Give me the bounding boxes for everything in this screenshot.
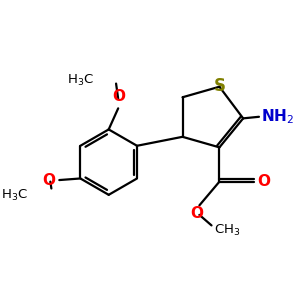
Text: CH$_3$: CH$_3$: [214, 223, 241, 238]
Text: O: O: [43, 173, 56, 188]
Text: S: S: [213, 77, 225, 95]
Text: H$_3$C: H$_3$C: [67, 74, 93, 88]
Text: O: O: [113, 88, 126, 104]
Text: H$_3$C: H$_3$C: [1, 188, 28, 203]
Text: O: O: [257, 174, 270, 189]
Text: NH$_2$: NH$_2$: [261, 107, 293, 126]
Text: O: O: [190, 206, 203, 221]
